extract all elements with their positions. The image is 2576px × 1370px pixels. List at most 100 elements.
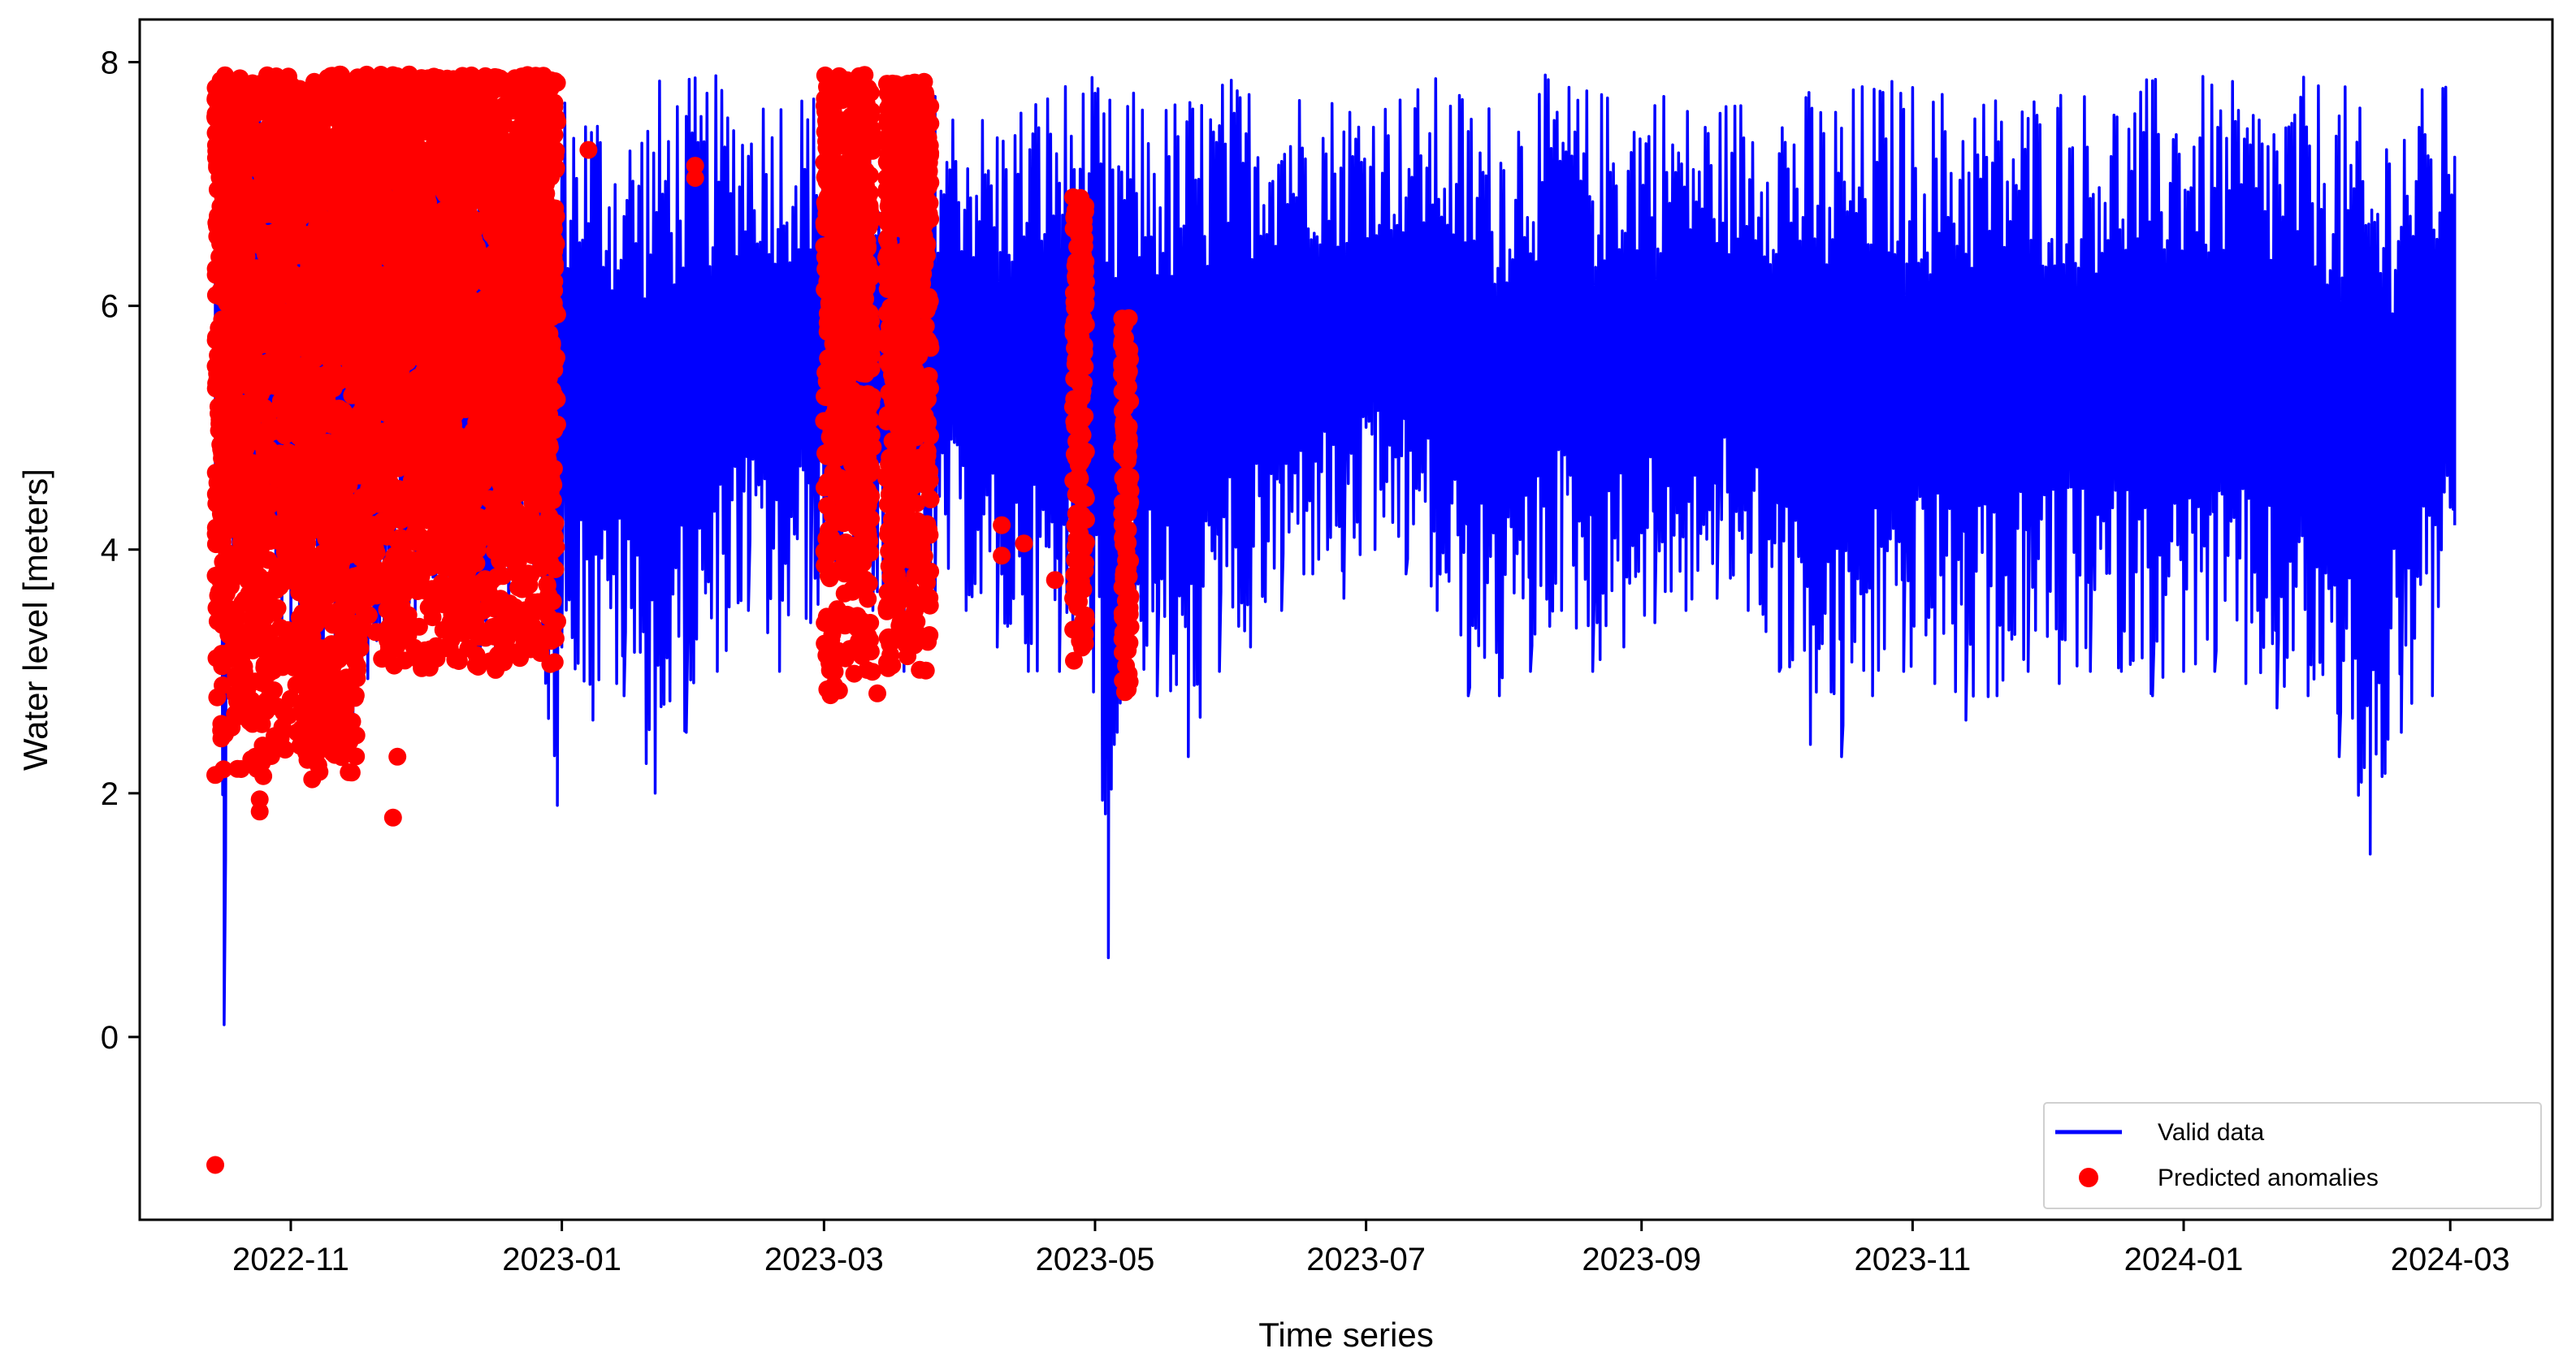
anomaly-point — [322, 416, 340, 434]
anomaly-point — [266, 295, 285, 313]
anomaly-point — [239, 345, 258, 364]
anomaly-point — [370, 564, 389, 582]
anomaly-point — [292, 720, 310, 738]
anomaly-point — [257, 274, 275, 293]
anomaly-point — [458, 563, 477, 581]
predicted-anomalies-series — [206, 65, 1140, 1174]
anomaly-point — [206, 79, 225, 97]
anomaly-point — [242, 361, 261, 378]
anomaly-point — [237, 331, 256, 350]
anomaly-point — [227, 666, 245, 685]
anomaly-point — [214, 552, 232, 571]
anomaly-point — [539, 391, 558, 409]
anomaly-point — [356, 335, 374, 354]
anomaly-point — [211, 281, 230, 300]
anomaly-point — [465, 271, 483, 290]
anomaly-point — [273, 722, 292, 741]
anomaly-point — [825, 663, 844, 681]
anomaly-point — [246, 612, 265, 630]
anomaly-point — [215, 524, 234, 542]
anomaly-point — [239, 572, 258, 590]
anomaly-point — [292, 522, 310, 541]
anomaly-point — [353, 176, 371, 195]
anomaly-point — [391, 69, 409, 88]
anomaly-point — [281, 689, 300, 708]
anomaly-point — [306, 588, 325, 607]
anomaly-point — [384, 318, 403, 336]
anomaly-point — [462, 148, 481, 166]
anomaly-point — [287, 294, 305, 313]
anomaly-point — [217, 351, 236, 370]
anomaly-point — [278, 415, 296, 434]
anomaly-point — [415, 421, 434, 439]
anomaly-point — [426, 456, 445, 475]
anomaly-point — [223, 93, 241, 112]
anomaly-point — [379, 642, 398, 661]
anomaly-point — [275, 71, 292, 89]
anomaly-point — [413, 331, 432, 350]
anomaly-point — [262, 309, 281, 328]
anomaly-point — [254, 459, 273, 478]
anomaly-point — [241, 430, 260, 448]
anomaly-point — [531, 644, 550, 663]
anomaly-point — [393, 541, 411, 560]
anomaly-point — [249, 486, 268, 505]
anomaly-point — [499, 217, 517, 236]
anomaly-point — [399, 613, 418, 631]
anomaly-point — [428, 595, 447, 614]
anomaly-point — [463, 547, 482, 566]
anomaly-point — [515, 635, 534, 654]
anomaly-point — [422, 558, 440, 577]
anomaly-point — [396, 217, 414, 236]
anomaly-point — [266, 244, 284, 262]
anomaly-point — [481, 413, 500, 431]
anomaly-point — [444, 308, 462, 326]
anomaly-point — [412, 367, 431, 386]
anomaly-point — [349, 531, 367, 550]
anomaly-point — [340, 763, 358, 781]
anomaly-point — [426, 123, 444, 142]
anomaly-point — [212, 729, 231, 748]
anomaly-point — [271, 577, 289, 596]
anomaly-point — [375, 358, 394, 377]
anomaly-point — [448, 448, 466, 467]
anomaly-point — [395, 560, 413, 578]
anomaly-point — [391, 122, 409, 140]
anomaly-point — [843, 582, 862, 601]
anomaly-point — [220, 326, 239, 345]
anomaly-point — [276, 339, 295, 357]
anomaly-point — [255, 176, 274, 195]
anomaly-point — [424, 231, 442, 250]
anomaly-point — [263, 486, 281, 504]
anomaly-point — [212, 715, 231, 733]
anomaly-point — [349, 614, 368, 632]
anomaly-point — [323, 637, 342, 655]
anomaly-point — [349, 566, 366, 585]
anomaly-point — [543, 474, 562, 493]
anomaly-point — [474, 379, 492, 398]
anomaly-point — [262, 639, 280, 658]
anomaly-point — [452, 244, 470, 262]
anomaly-point — [538, 197, 556, 215]
anomaly-point — [409, 462, 427, 481]
anomaly-point — [254, 161, 273, 179]
anomaly-point — [398, 187, 417, 205]
anomaly-point — [373, 512, 392, 531]
valid-data-line — [214, 73, 2457, 1026]
anomaly-point — [449, 612, 468, 630]
anomaly-point — [484, 123, 503, 142]
anomaly-point — [300, 452, 318, 471]
anomaly-point — [532, 288, 551, 307]
anomaly-point — [407, 494, 426, 512]
anomaly-point — [413, 659, 431, 677]
anomaly-point — [220, 387, 239, 405]
anomaly-point — [373, 477, 392, 495]
anomaly-point — [444, 115, 463, 133]
anomaly-point — [379, 421, 398, 439]
anomaly-point — [300, 681, 318, 699]
anomaly-point — [503, 509, 521, 528]
anomaly-point — [422, 173, 440, 192]
anomaly-point — [212, 438, 231, 456]
anomaly-point — [461, 129, 480, 148]
